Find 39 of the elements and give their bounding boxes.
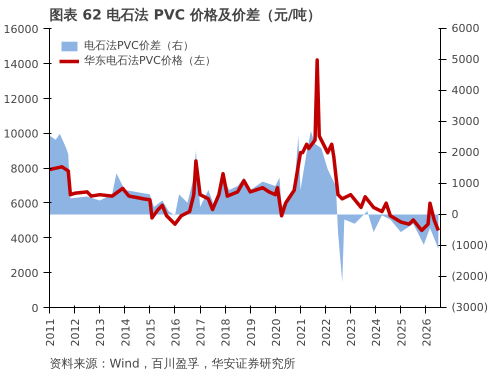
x-tick-label: 2025 <box>395 318 408 346</box>
y-tick-label: 8000 <box>10 162 39 176</box>
text: 资料来源：Wind，百川盈孚，华安证券研究所 <box>50 356 296 370</box>
y-tick-label: 12000 <box>4 92 39 106</box>
legend-label: 电石法PVC价差（右） <box>84 38 194 53</box>
x-tick-label: 2012 <box>69 318 82 346</box>
y2-tick-label: 1000 <box>452 177 480 190</box>
x-tick-label: 2023 <box>345 318 358 346</box>
x-tick-label: 2014 <box>119 318 132 346</box>
y2-tick-label: 4000 <box>452 84 480 97</box>
legend-label: 华东电石法PVC价格（左） <box>84 53 216 68</box>
y-tick-label: 4000 <box>10 232 39 246</box>
y-tick-label: 14000 <box>4 58 39 71</box>
y2-tick-label: 6000 <box>452 22 480 35</box>
y-tick-label: 16000 <box>4 23 39 36</box>
x-tick-label: 2019 <box>244 318 258 346</box>
x-tick-label: 2011 <box>44 318 57 346</box>
y-tick-label: 6000 <box>10 197 39 210</box>
x-tick-label: 2024 <box>370 318 384 346</box>
x-tick-label: 2026 <box>420 318 434 346</box>
y2-tick-label: 0 <box>452 208 458 221</box>
chart-title: 图表 62 电石法 PVC 价格及价差（元/吨） <box>50 8 321 24</box>
y2-tick-label: 2000 <box>452 146 480 159</box>
y2-tick-label: (3000) <box>452 301 488 314</box>
x-tick-label: 2015 <box>144 318 158 346</box>
y-tick-label: 10000 <box>4 128 39 141</box>
y-tick-label: 0 <box>32 302 38 315</box>
x-tick-label: 2022 <box>320 318 334 346</box>
x-tick-label: 2013 <box>94 318 108 346</box>
x-tick-label: 2016 <box>169 318 182 346</box>
y2-tick-label: 5000 <box>452 53 480 66</box>
y2-tick-label: 3000 <box>452 115 480 128</box>
x-tick-label: 2020 <box>270 318 283 346</box>
x-tick-label: 2017 <box>194 318 208 346</box>
y2-tick-label: (2000) <box>452 270 488 283</box>
x-tick-label: 2018 <box>220 318 233 346</box>
x-tick-label: 2021 <box>294 318 308 346</box>
y-tick-label: 2000 <box>10 267 39 280</box>
y2-tick-label: (1000) <box>452 239 488 252</box>
